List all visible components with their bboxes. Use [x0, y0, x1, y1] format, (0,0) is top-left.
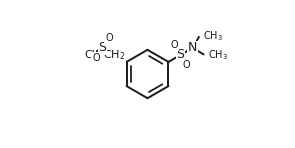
Text: O: O	[171, 40, 178, 50]
Text: S: S	[99, 41, 106, 54]
Text: O: O	[182, 60, 190, 70]
Text: N: N	[188, 41, 197, 54]
Text: O: O	[92, 53, 100, 63]
Text: CH$_3$: CH$_3$	[208, 48, 228, 62]
Text: S: S	[176, 48, 184, 61]
Text: O: O	[105, 33, 113, 43]
Text: CH$_3$: CH$_3$	[203, 29, 223, 43]
Text: Cl: Cl	[84, 50, 95, 60]
Text: CH$_2$: CH$_2$	[103, 48, 126, 62]
